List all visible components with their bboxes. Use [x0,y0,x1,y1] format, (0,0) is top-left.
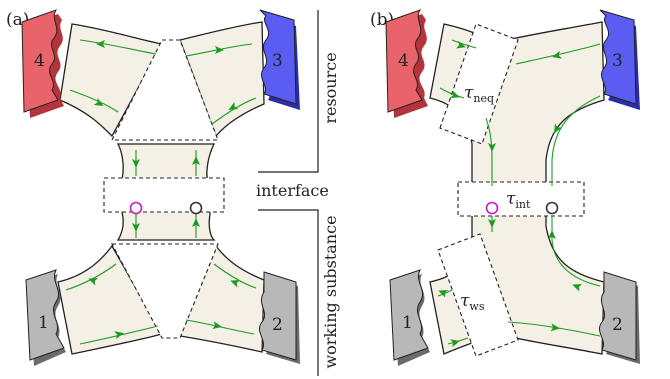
panel-b-arrow-2-top [572,283,583,292]
panel-b-arrow-1-top [438,289,449,298]
panel-b-flow-left-top [485,117,493,186]
panel-a-contact-4: 4 [21,9,64,118]
panel-a-probe-right [189,201,203,215]
tau-int-label: τint [506,189,531,211]
panel-a-arrow-col-right-top [192,156,200,165]
panel-b-flow-3-right [551,95,601,186]
panel-a-arrow-3-top [215,46,224,54]
panel-a-flow-4-top [79,39,157,55]
panel-b-ws-box [437,233,519,357]
panel-a-arrow-3-bottom [228,102,239,110]
panel-a-arrow-col-left-top [132,159,140,168]
panel-a-arrow-2-top [230,279,241,288]
panel-a-arrow-col-left-bottom [132,223,140,232]
panel-b-probe-right [545,201,559,215]
panel-a-contact-1-label: 1 [38,313,49,333]
region-axis: resource interface working substance [256,10,340,376]
panel-a-contact-1: 1 [25,269,66,366]
panel-b-flow-2-top [551,216,601,287]
panel-b-contact-4: 4 [385,9,428,118]
panel-a: (a) [6,9,300,366]
panel-a-flow-2-bottom [185,319,255,335]
panel-a-arm-1 [57,244,163,355]
panel-a-arrow-2-bottom [212,321,222,330]
panel-a-contact-2: 2 [258,271,300,364]
panel-b-contact-1-label: 1 [402,313,413,333]
label-resource: resource [321,52,340,123]
label-interface: interface [256,181,329,200]
panel-a-contact-4-label: 4 [34,51,45,71]
panel-a-contact-3-label: 3 [272,51,283,71]
panel-a-contact-3: 3 [259,9,300,110]
label-working-substance: working substance [321,215,340,368]
panel-a-arm-3 [179,21,265,138]
panel-b-contact-3: 3 [599,9,640,110]
panel-a-arrow-col-right-bottom [192,218,200,227]
panel-b-probe-left [485,201,499,215]
panel-b-contact-3-label: 3 [612,51,623,71]
axis-top-bracket [258,10,319,173]
panel-b: (b) τneq τint τws [370,9,640,366]
panel-b-contact-2-label: 2 [612,315,623,335]
panel-b-arrow-left-top [488,143,496,152]
panel-a-probe-left [129,201,143,215]
panel-b-flow-1-top [437,289,453,297]
panel-b-arrow-1-bottom [450,339,460,348]
panel-b-neq-box [439,23,519,145]
panel-b-contact-4-label: 4 [398,51,409,71]
panel-b-arrow-4-top [456,40,466,49]
panel-a-arrow-1-top [88,277,99,286]
panel-a-arrow-1-bottom [114,331,124,339]
panel-a-cut-top [111,39,219,141]
panel-b-flow-3-top [515,43,601,65]
axis-bottom-bracket [258,209,319,376]
panel-b-arrow-3-top [552,50,562,59]
panel-b-arrow-right-mid [548,230,556,239]
panel-a-contact-2-label: 2 [272,315,283,335]
panel-b-flow-4-top [451,39,477,49]
tau-neq-label: τneq [464,83,494,105]
panel-b-contact-1: 1 [389,269,430,366]
panel-b-arrow-2-bottom [550,323,560,332]
panel-a-arrow-4-bottom [93,98,104,106]
panel-a-flow-2-top [213,263,257,289]
panel-a-arm-2 [179,244,265,353]
tau-ws-label: τws [460,291,485,313]
panel-b-arrow-3-right [554,123,562,134]
panel-b-int-box [457,181,585,217]
panel-a-arrow-4-top [96,40,105,48]
panel-a-cut-bottom [111,243,219,339]
panel-b-arrow-4-bottom [449,90,460,99]
panel-b-contact-2: 2 [598,271,640,364]
panel-b-arrow-left-bottom [488,219,496,228]
panel-a-interface-box [103,177,225,213]
